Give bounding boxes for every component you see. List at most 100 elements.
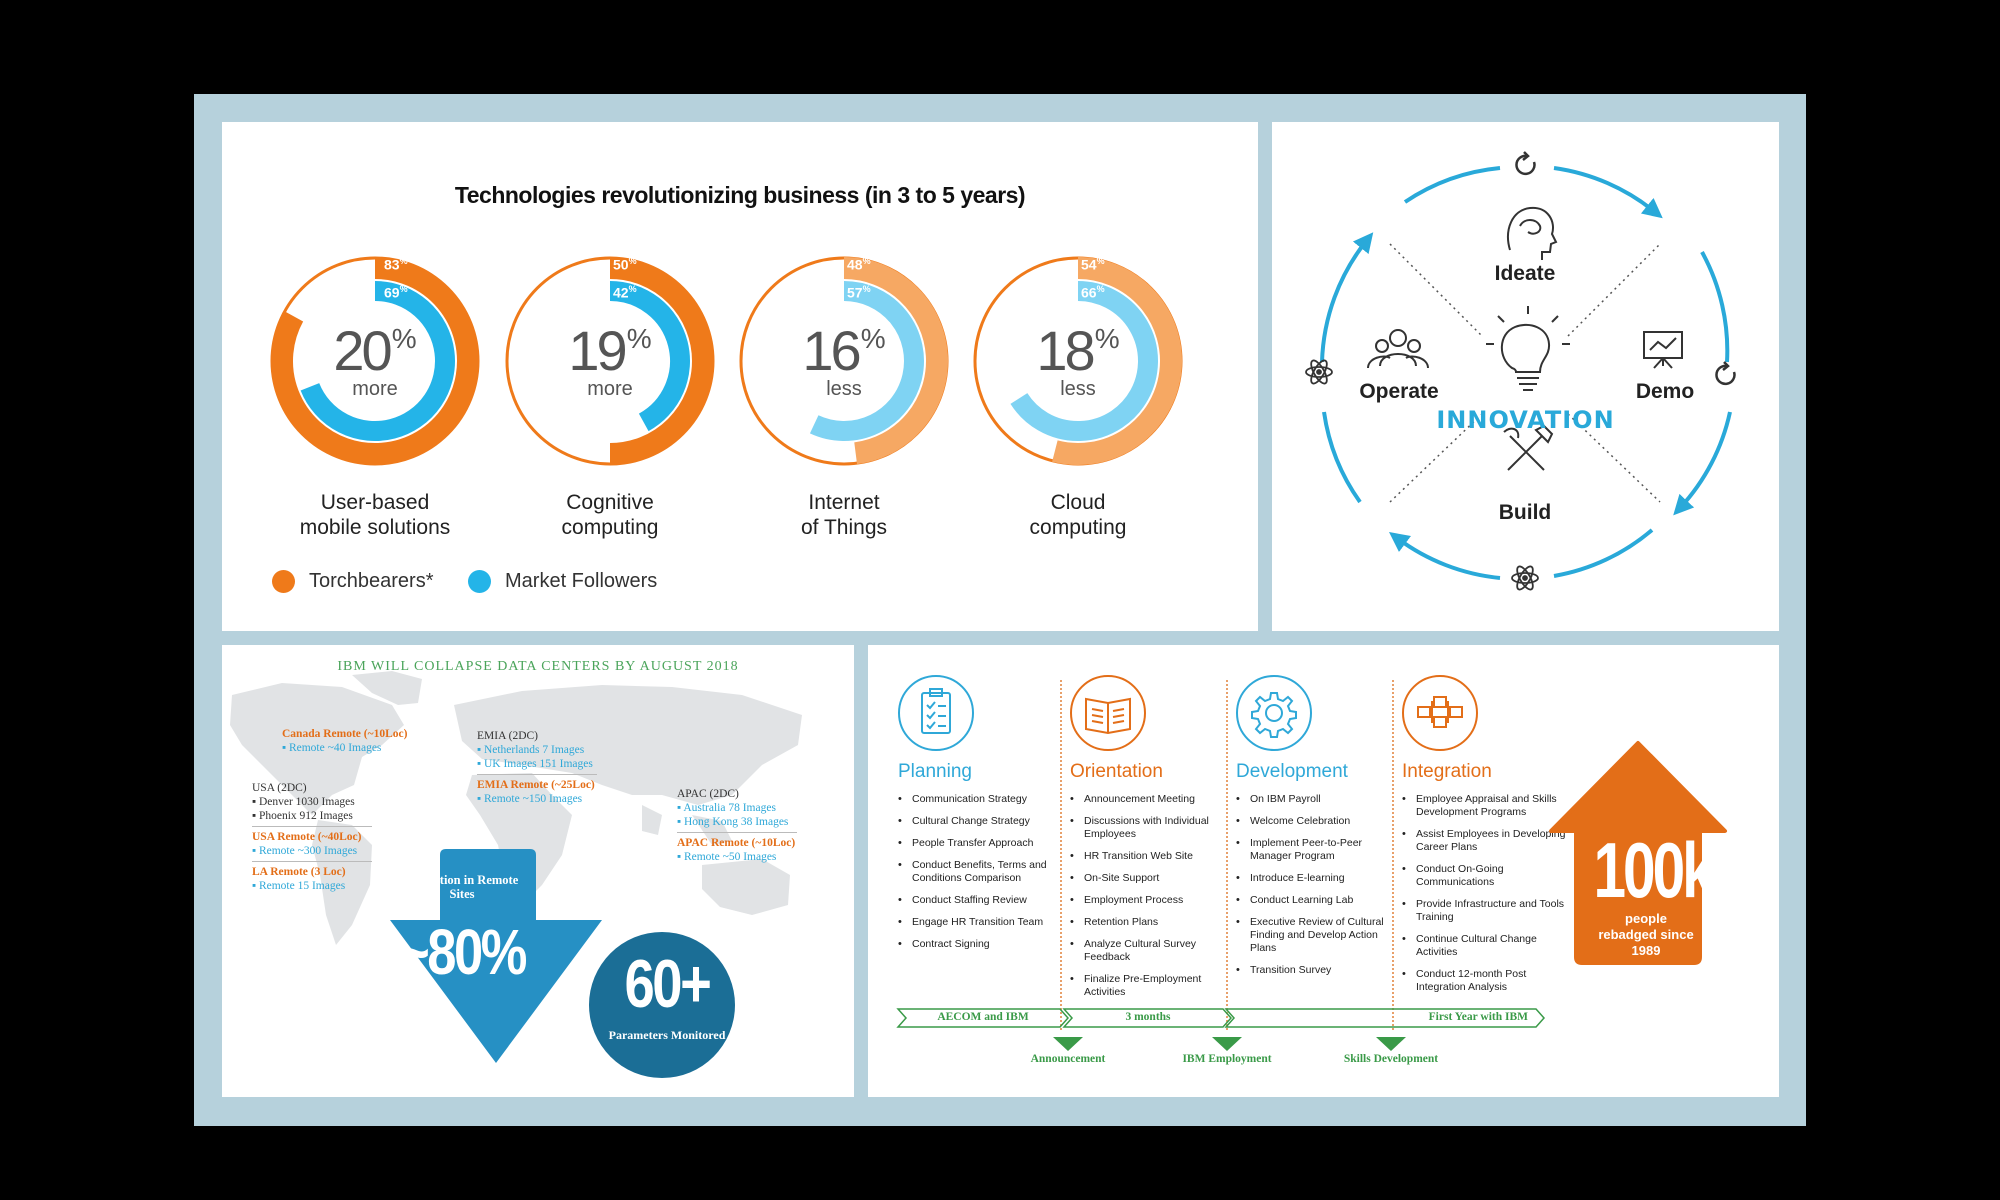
phase-development: Development On IBM Payroll Welcome Celeb… (1236, 675, 1401, 986)
donut-word: less (1060, 378, 1096, 400)
timeline-label: First Year with IBM (1428, 1011, 1528, 1023)
torchbearer-arc (609, 257, 714, 465)
cycle-arc (1388, 532, 1501, 580)
timeline-label: 3 months (1125, 1011, 1171, 1023)
clipboard-icon (898, 675, 974, 751)
donut-value: 20% (333, 319, 417, 382)
tech-category: User-based mobile solutions (299, 491, 451, 539)
node-build: Build (1498, 501, 1552, 524)
follower-arc (300, 281, 455, 441)
list-item: On IBM Payroll (1236, 793, 1401, 806)
node-demo: Demo (1635, 380, 1695, 403)
list-item: Employee Appraisal and Skills Developmen… (1402, 793, 1567, 819)
donut-rings (973, 256, 1183, 466)
milestone-label: Skills Development (1343, 1053, 1439, 1065)
list-item: Executive Review of Cultural Finding and… (1236, 916, 1401, 955)
list-item: Cultural Change Strategy (898, 815, 1063, 828)
technologies-panel: Technologies revolutionizing business (i… (222, 122, 1258, 631)
list-item: Retention Plans (1070, 916, 1235, 929)
stats-shapes (390, 849, 735, 1078)
tools-icon (1503, 424, 1554, 471)
list-item: Announcement Meeting (1070, 793, 1235, 806)
phase-integration: Integration Employee Appraisal and Skill… (1402, 675, 1567, 1003)
timeline (896, 741, 1727, 1051)
rebadged-value: 100k (1593, 826, 1715, 914)
list-item: Conduct Staffing Review (898, 894, 1063, 907)
list-item: On-Site Support (1070, 872, 1235, 885)
book-icon (1070, 675, 1146, 751)
divider (1060, 680, 1062, 1030)
reduction-value: ~80% (399, 916, 527, 988)
list-item: Contract Signing (898, 938, 1063, 951)
donut-value: 18% (1036, 319, 1120, 382)
atom-icon (1305, 359, 1333, 385)
list-item: Conduct On-Going Communications (1402, 863, 1567, 889)
timeline-segment (1062, 1008, 1233, 1028)
cycle-arc (1673, 411, 1732, 516)
region-canada: Canada Remote (~10Loc) ▪ Remote ~40 Imag… (282, 728, 408, 754)
follower-pct: 57% (847, 284, 871, 301)
cycle-arc (1320, 232, 1374, 363)
phase-title: Integration (1402, 761, 1492, 782)
reduction-label: Reduction in Remote Sites (405, 873, 519, 901)
torchbearer-arc (1052, 257, 1182, 465)
parameters-label: Parameters Monitored (608, 1028, 726, 1042)
legend-label: Market Followers (505, 570, 658, 592)
list-item: Introduce E-learning (1236, 872, 1401, 885)
cycle-arc (1553, 166, 1663, 219)
timeline-segment (896, 1008, 1070, 1028)
follower-arc (609, 281, 690, 432)
phase-title: Development (1236, 761, 1348, 782)
legend-torchbearers: Torchbearers* (272, 570, 434, 593)
head-icon (1507, 206, 1558, 260)
gear-icon (1236, 675, 1312, 751)
donut-chart: 18% less 54% 66% (967, 250, 1189, 472)
list-item: HR Transition Web Site (1070, 850, 1235, 863)
donut-value: 19% (568, 319, 652, 382)
donut-rings (739, 256, 949, 466)
torchbearer-pct: 54% (1081, 256, 1105, 273)
donut-word: less (826, 378, 862, 400)
list-item: Discussions with Individual Employees (1070, 815, 1235, 841)
milestone-marker (1053, 1037, 1083, 1051)
innovation-panel: Ideate Operate Demo Build INNOVATION (1272, 122, 1779, 631)
region-apac: APAC (2DC) ▪ Australia 78 Images ▪ Hong … (677, 788, 797, 863)
list-item: Engage HR Transition Team (898, 916, 1063, 929)
timeline-label: AECOM and IBM (937, 1011, 1029, 1023)
node-operate: Operate (1359, 380, 1439, 403)
map-title: IBM WILL COLLAPSE DATA CENTERS BY AUGUST… (337, 659, 739, 674)
milestone-marker (1212, 1037, 1242, 1051)
list-item: Assist Employees in Developing Career Pl… (1402, 828, 1567, 854)
cycle-arc (1553, 528, 1654, 578)
chart-board-icon (1643, 331, 1683, 369)
list-item: People Transfer Approach (898, 837, 1063, 850)
innovation-cycle (1305, 151, 1736, 591)
donut-chart: 19% more 50% 42% (499, 250, 721, 472)
milestone-marker (1376, 1037, 1406, 1051)
phase-title: Orientation (1070, 761, 1163, 782)
region-usa: USA (2DC) ▪ Denver 1030 Images ▪ Phoenix… (252, 781, 372, 893)
phase-planning: Planning Communication Strategy Cultural… (898, 675, 1063, 960)
follower-pct: 69% (384, 284, 408, 301)
flowchart-icon (1402, 675, 1478, 751)
transition-panel: Planning Communication Strategy Cultural… (868, 645, 1779, 1097)
phase-orientation: Orientation Announcement Meeting Discuss… (1070, 675, 1235, 1008)
cycle-arc (1700, 251, 1730, 363)
panel-title: Technologies revolutionizing business (i… (454, 182, 1026, 208)
legend-label: Torchbearers* (309, 570, 434, 592)
refresh-icon (1515, 151, 1536, 176)
donut-rings (270, 256, 480, 466)
follower-arc (809, 281, 924, 441)
donut-rings (505, 256, 715, 466)
list-item: Analyze Cultural Survey Feedback (1070, 938, 1235, 964)
donut-value: 16% (802, 319, 886, 382)
innovation-label: INNOVATION (1436, 406, 1615, 434)
milestone-label: IBM Employment (1182, 1053, 1272, 1065)
torchbearer-pct: 48% (847, 256, 871, 273)
torchbearer-arc (271, 257, 479, 465)
list-item: Implement Peer-to-Peer Manager Program (1236, 837, 1401, 863)
atom-icon (1511, 565, 1539, 591)
torchbearer-pct: 83% (384, 256, 408, 273)
region-emia: EMIA (2DC) ▪ Netherlands 7 Images ▪ UK I… (477, 729, 597, 806)
parameters-value: 60+ (624, 946, 711, 1022)
